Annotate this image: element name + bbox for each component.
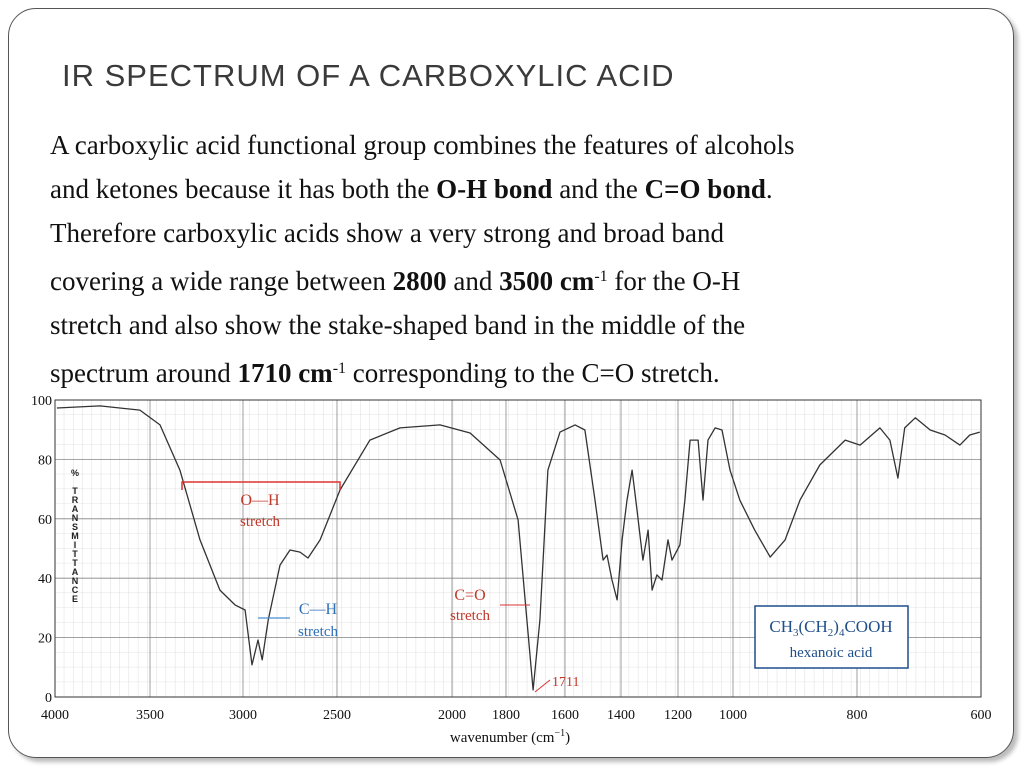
x-tick-label: 600	[971, 708, 992, 723]
y-tick-label: 100	[31, 394, 52, 409]
y-tick-label: 0	[45, 691, 52, 706]
x-tick-label: 1600	[551, 708, 579, 723]
formula-part: COOH	[844, 617, 892, 636]
text-run: covering a wide range between	[50, 266, 393, 296]
y-tick-label: 40	[38, 572, 52, 587]
annotation: stretch	[450, 608, 490, 624]
text-run: O-H bond	[436, 174, 553, 204]
formula: CH3(CH2)4COOH	[769, 617, 892, 639]
y-tick-label: 60	[38, 513, 52, 528]
text-line: covering a wide range between 2800 and 3…	[50, 255, 795, 303]
x-label-part: −1	[554, 728, 565, 739]
formula-part: (CH	[799, 617, 828, 636]
text-run: -1	[332, 360, 347, 377]
spectrum-line	[56, 405, 980, 691]
slide-frame	[8, 8, 1014, 758]
y-tick-label: 20	[38, 632, 52, 647]
formula-part: 2	[828, 627, 834, 639]
text-run: corresponding to the C=O stretch.	[346, 358, 720, 388]
y-tick-label: 80	[38, 453, 52, 468]
text-run: 2800	[392, 266, 447, 296]
text-line: and ketones because it has both the O-H …	[50, 167, 795, 211]
x-tick-label: 4000	[41, 708, 69, 723]
x-tick-label: 3000	[229, 708, 257, 723]
annotation: stretch	[298, 624, 338, 640]
text-run: and	[446, 266, 500, 296]
x-label-part: )	[565, 730, 570, 746]
annotation: C=O	[454, 587, 485, 604]
x-label-part: wavenumber (cm	[450, 730, 555, 746]
text-line: Therefore carboxylic acids show a very s…	[50, 211, 795, 255]
formula-part: )	[833, 617, 839, 636]
formula-part: 4	[839, 627, 845, 639]
slide-title: IR SPECTRUM OF A CARBOXYLIC ACID	[62, 58, 675, 93]
y-axis-label: % TRANSMITTANCE	[70, 468, 80, 603]
legend-box	[754, 605, 909, 669]
annotation: 1711	[552, 675, 579, 690]
text-line: spectrum around 1710 cm-1 corresponding …	[50, 347, 795, 395]
text-run: .	[765, 174, 773, 204]
text-run: A carboxylic acid functional group combi…	[50, 130, 795, 160]
text-run: and ketones because it has both the	[50, 174, 437, 204]
x-tick-label: 2500	[323, 708, 351, 723]
text-run: -1	[594, 268, 608, 285]
text-run: spectrum around	[50, 358, 238, 388]
oh-bracket	[181, 481, 341, 490]
x-tick-label: 3500	[136, 708, 164, 723]
x-tick-label: 800	[847, 708, 868, 723]
paragraph: A carboxylic acid functional group combi…	[50, 123, 795, 395]
x-axis-label: wavenumber (cm−1)	[450, 728, 570, 746]
text-run: for the O-H	[607, 266, 741, 296]
compound-name: hexanoic acid	[790, 645, 873, 661]
text-run: 3500 cm	[499, 266, 595, 296]
annotation: C—H	[299, 601, 338, 618]
x-tick-label: 1800	[492, 708, 520, 723]
formula-part: CH	[769, 617, 793, 636]
text-run: stretch and also show the stake-shaped b…	[50, 310, 746, 340]
x-tick-label: 1400	[607, 708, 635, 723]
plot-frame	[54, 399, 982, 698]
annotation: O—H	[240, 492, 280, 509]
x-tick-label: 2000	[438, 708, 466, 723]
text-run: C=O bond	[644, 174, 766, 204]
peak-pointer	[534, 679, 551, 693]
text-run: Therefore carboxylic acids show a very s…	[50, 218, 724, 248]
text-line: A carboxylic acid functional group combi…	[50, 123, 795, 167]
x-tick-label: 1200	[664, 708, 692, 723]
annotation: stretch	[240, 514, 280, 530]
formula-part: 3	[793, 627, 799, 639]
text-run: and the	[552, 174, 645, 204]
text-run: 1710 cm	[237, 358, 333, 388]
text-line: stretch and also show the stake-shaped b…	[50, 303, 795, 347]
x-tick-label: 1000	[719, 708, 747, 723]
